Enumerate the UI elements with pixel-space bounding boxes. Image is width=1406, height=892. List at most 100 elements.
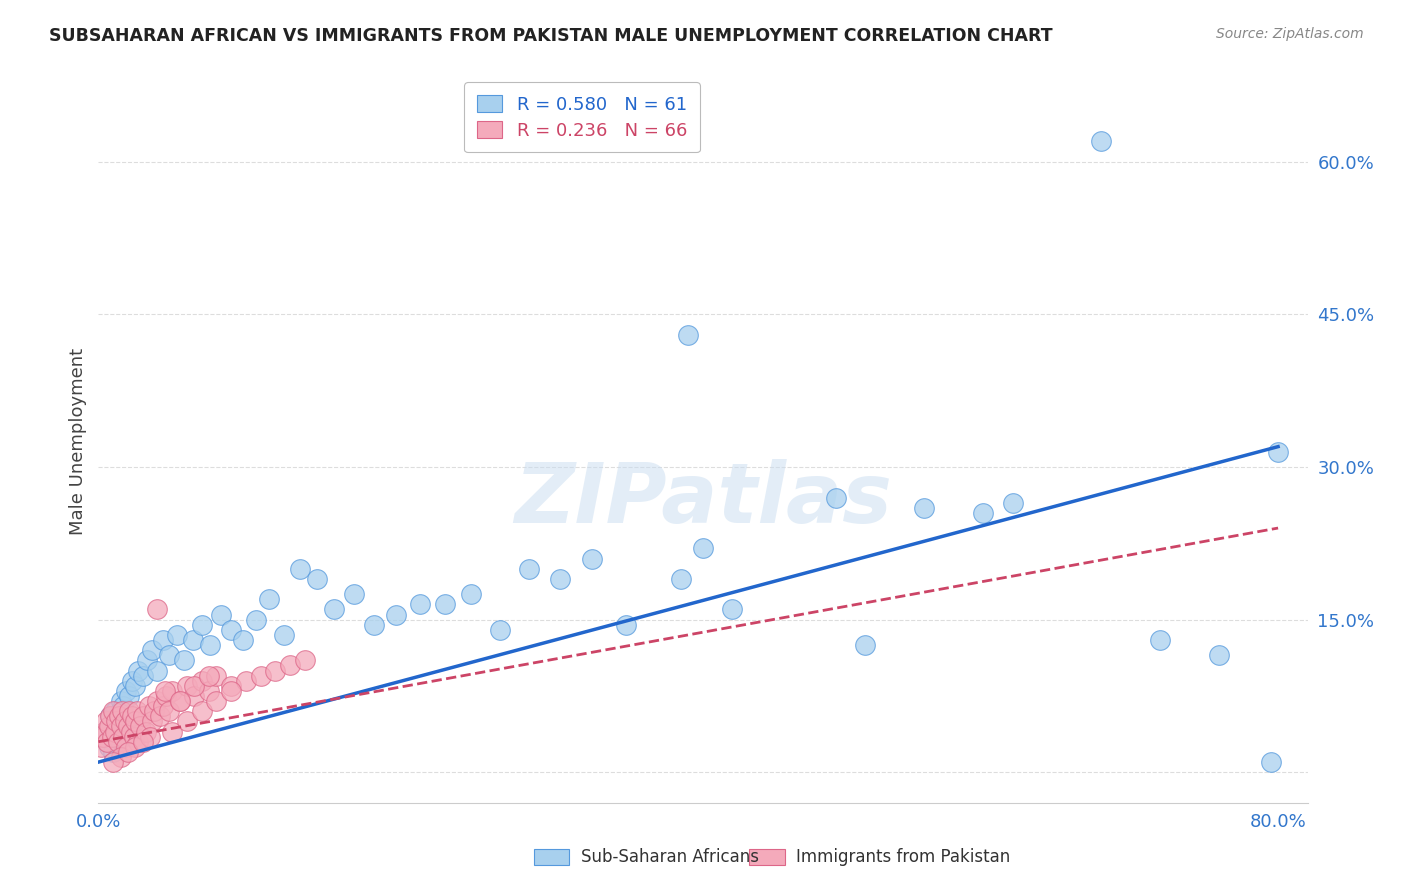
Point (101, 755, 124, 769)
Text: Source: ZipAtlas.com: Source: ZipAtlas.com (1216, 27, 1364, 41)
Point (152, 632, 174, 647)
Point (104, 704, 127, 718)
Point (692, 541, 714, 556)
Point (135, 724, 157, 739)
Point (219, 623, 242, 637)
Point (101, 704, 124, 718)
Point (98, 709, 121, 723)
Point (912, 500, 935, 515)
Point (121, 673, 143, 688)
Point (209, 607, 232, 622)
Point (1208, 648, 1230, 663)
Point (166, 628, 188, 642)
Point (205, 668, 228, 682)
Point (110, 719, 132, 733)
Y-axis label: Male Unemployment: Male Unemployment (69, 348, 87, 535)
Point (173, 653, 195, 667)
Point (121, 709, 143, 723)
Point (190, 704, 212, 718)
Point (517, 562, 540, 576)
Point (94, 714, 117, 729)
Point (305, 572, 328, 586)
Point (107, 735, 129, 749)
Point (169, 694, 191, 708)
Point (198, 684, 221, 698)
Point (118, 704, 141, 718)
Point (112, 730, 135, 744)
Point (117, 719, 139, 733)
Point (146, 602, 169, 616)
Point (669, 572, 692, 586)
Point (245, 613, 267, 627)
Point (146, 664, 169, 678)
Point (110, 694, 132, 708)
Point (124, 714, 146, 729)
Point (678, 327, 700, 342)
Point (232, 632, 254, 647)
Point (259, 592, 281, 607)
Point (131, 709, 153, 723)
Point (721, 602, 744, 616)
Point (460, 587, 482, 601)
Point (548, 572, 571, 586)
Point (108, 709, 131, 723)
Point (112, 699, 135, 714)
Point (409, 598, 432, 612)
Point (107, 714, 129, 729)
Point (190, 673, 212, 688)
Point (160, 724, 183, 739)
Point (96, 735, 118, 749)
Point (205, 694, 228, 708)
Point (139, 730, 162, 744)
Point (104, 724, 127, 739)
Point (149, 709, 172, 723)
Point (117, 745, 139, 759)
Point (176, 679, 198, 693)
Point (200, 638, 222, 652)
Point (183, 689, 205, 703)
Point (1149, 632, 1171, 647)
Point (198, 668, 221, 682)
Point (1267, 444, 1289, 458)
Point (131, 735, 153, 749)
Point (433, 598, 456, 612)
Text: ZIPatlas: ZIPatlas (515, 458, 891, 540)
Point (278, 658, 301, 673)
Point (614, 617, 637, 632)
Point (146, 694, 169, 708)
Point (110, 750, 132, 764)
Point (190, 617, 212, 632)
Point (153, 684, 176, 698)
Point (93, 724, 115, 739)
Point (124, 679, 146, 693)
Point (824, 491, 846, 505)
Point (90, 739, 112, 754)
Point (581, 551, 603, 566)
Point (105, 730, 128, 744)
Point (181, 632, 204, 647)
Point (125, 704, 148, 718)
Point (183, 679, 205, 693)
Point (176, 714, 198, 729)
Point (118, 689, 141, 703)
Point (115, 684, 138, 698)
Point (131, 668, 153, 682)
Point (152, 699, 174, 714)
Point (114, 714, 136, 729)
Point (100, 730, 122, 744)
Point (249, 668, 271, 682)
Point (1090, 134, 1112, 148)
Point (127, 664, 149, 678)
Point (1260, 755, 1282, 769)
Point (120, 724, 142, 739)
Point (157, 704, 180, 718)
Point (97, 719, 120, 733)
Point (141, 714, 163, 729)
Point (97, 739, 120, 754)
Point (169, 694, 191, 708)
Legend: R = 0.580   N = 61, R = 0.236   N = 66: R = 0.580 N = 61, R = 0.236 N = 66 (464, 82, 700, 153)
Point (155, 689, 177, 703)
Point (853, 638, 876, 652)
Point (363, 617, 385, 632)
Point (385, 607, 408, 622)
